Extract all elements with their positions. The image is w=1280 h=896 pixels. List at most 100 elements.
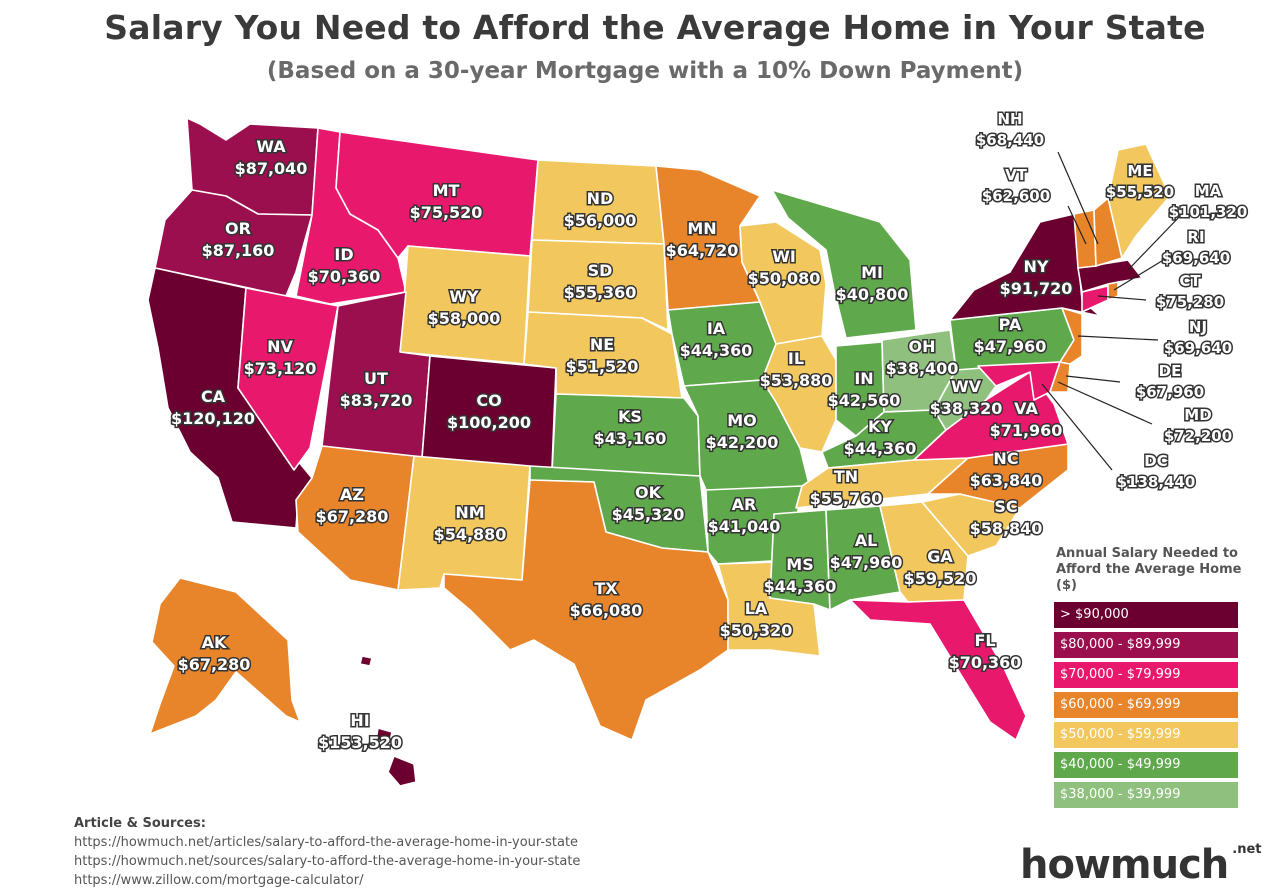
label-ar-abbr: AR: [732, 495, 757, 514]
label-tn-value: $55,760: [810, 489, 883, 508]
label-fl-abbr: FL: [974, 631, 995, 650]
label-mt-abbr: MT: [433, 181, 460, 200]
state-nm[interactable]: [397, 455, 531, 591]
state-hi-main[interactable]: [387, 755, 417, 787]
legend-item-80k-90k: $80,000 - $89,999: [1054, 632, 1238, 658]
label-ne-abbr: NE: [590, 335, 614, 354]
label-ok-abbr: OK: [635, 483, 662, 502]
label-al-value: $47,960: [830, 553, 903, 572]
label-tn-abbr: TN: [834, 467, 858, 486]
label-ak-abbr: AK: [202, 633, 227, 652]
label-hi-value: $153,520: [318, 733, 402, 752]
label-va-value: $71,960: [990, 421, 1063, 440]
label-sd-value: $55,360: [564, 283, 637, 302]
label-nv-abbr: NV: [267, 337, 293, 356]
state-al[interactable]: [825, 505, 901, 611]
label-vt-abbr: VT: [1005, 166, 1028, 184]
label-nc-value: $63,840: [970, 471, 1043, 490]
label-tx-value: $66,080: [570, 601, 643, 620]
state-me[interactable]: [1107, 143, 1171, 259]
label-ks-abbr: KS: [618, 407, 642, 426]
label-vt-value: $62,600: [982, 187, 1050, 205]
state-nv[interactable]: [237, 287, 339, 471]
label-pa-value: $47,960: [974, 337, 1047, 356]
label-ct-abbr: CT: [1179, 272, 1201, 290]
howmuch-logo: howmuch .net: [1020, 842, 1262, 888]
label-ca-abbr: CA: [201, 387, 226, 406]
label-md-abbr: MD: [1184, 406, 1211, 424]
label-dc-abbr: DC: [1144, 452, 1167, 470]
label-ms-value: $44,360: [764, 577, 837, 596]
state-vt[interactable]: [1073, 209, 1097, 269]
state-or[interactable]: [154, 189, 313, 297]
label-sc-abbr: SC: [994, 497, 1017, 516]
label-in-value: $42,560: [828, 391, 901, 410]
logo-name: howmuch: [1020, 842, 1229, 888]
label-il-abbr: IL: [788, 349, 804, 368]
label-de-value: $67,960: [1136, 383, 1204, 401]
state-mi[interactable]: [771, 189, 917, 339]
label-wv-value: $38,320: [930, 399, 1003, 418]
label-ok-value: $45,320: [612, 505, 685, 524]
label-wy-abbr: WY: [449, 287, 479, 306]
source-link[interactable]: https://www.zillow.com/mortgage-calculat…: [74, 873, 364, 888]
legend-item-70k-80k: $70,000 - $79,999: [1054, 662, 1238, 688]
label-la-abbr: LA: [745, 599, 768, 618]
label-mi-value: $40,800: [836, 285, 909, 304]
page-title: Salary You Need to Afford the Average Ho…: [104, 8, 1206, 47]
state-tx[interactable]: [443, 479, 729, 741]
label-mo-abbr: MO: [727, 411, 757, 430]
state-hi-maui[interactable]: [375, 727, 393, 743]
label-or-value: $87,160: [202, 241, 275, 260]
label-ia-value: $44,360: [680, 341, 753, 360]
legend-item-60k-70k: $60,000 - $69,999: [1054, 692, 1238, 718]
label-az-value: $67,280: [316, 507, 389, 526]
label-nd-abbr: ND: [587, 189, 614, 208]
state-ak[interactable]: [149, 577, 301, 735]
label-ky-value: $44,360: [844, 439, 917, 458]
state-sd[interactable]: [527, 239, 669, 331]
label-ky-abbr: KY: [868, 417, 892, 436]
state-nj[interactable]: [1059, 307, 1083, 365]
label-al-abbr: AL: [855, 531, 878, 550]
label-nd-value: $56,000: [564, 211, 637, 230]
label-nj-value: $69,640: [1164, 339, 1232, 357]
state-sc[interactable]: [921, 493, 1021, 557]
label-nv-value: $73,120: [244, 359, 317, 378]
label-de-abbr: DE: [1159, 362, 1182, 380]
state-ms[interactable]: [769, 509, 831, 611]
label-oh-abbr: OH: [909, 337, 936, 356]
label-wa-abbr: WA: [256, 137, 286, 156]
label-va-abbr: VA: [1014, 399, 1038, 418]
state-ma[interactable]: [1077, 259, 1143, 293]
legend-title: Annual Salary Needed to Afford the Avera…: [1056, 546, 1242, 593]
label-sc-value: $58,840: [970, 519, 1043, 538]
label-oh-value: $38,400: [886, 359, 959, 378]
logo-tld: .net: [1232, 842, 1262, 857]
legend-item-40k-50k: $40,000 - $49,999: [1054, 752, 1238, 778]
state-hi-oahu[interactable]: [359, 655, 373, 667]
label-ri-abbr: RI: [1187, 228, 1204, 246]
label-md-value: $72,200: [1164, 427, 1232, 445]
state-fl[interactable]: [849, 599, 1027, 741]
label-nh-abbr: NH: [997, 110, 1022, 128]
legend: > $90,000 $80,000 - $89,999 $70,000 - $7…: [1054, 602, 1238, 812]
label-id-abbr: ID: [334, 245, 353, 264]
label-ny-abbr: NY: [1024, 257, 1049, 276]
label-me-value: $55,520: [1106, 183, 1174, 201]
sources-heading: Article & Sources:: [74, 816, 206, 831]
label-mn-value: $64,720: [666, 241, 739, 260]
state-co[interactable]: [421, 355, 557, 469]
source-link[interactable]: https://howmuch.net/sources/salary-to-af…: [74, 854, 581, 869]
label-in-abbr: IN: [854, 369, 873, 388]
label-id-value: $70,360: [308, 267, 381, 286]
label-ct-value: $75,280: [1156, 293, 1224, 311]
label-me-abbr: ME: [1127, 162, 1152, 180]
label-tx-abbr: TX: [594, 579, 618, 598]
label-or-abbr: OR: [225, 219, 251, 238]
label-ak-value: $67,280: [178, 655, 251, 674]
page-subtitle: (Based on a 30-year Mortgage with a 10% …: [266, 58, 1024, 84]
source-link[interactable]: https://howmuch.net/articles/salary-to-a…: [74, 835, 579, 850]
label-az-abbr: AZ: [340, 485, 364, 504]
